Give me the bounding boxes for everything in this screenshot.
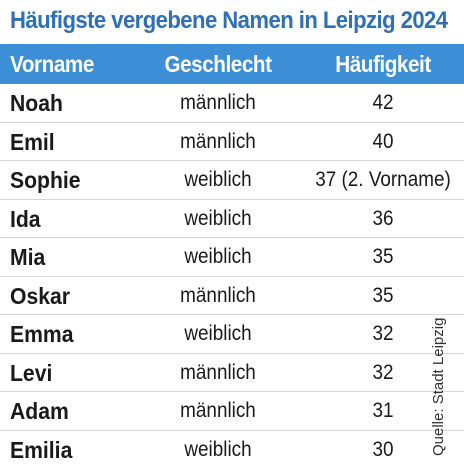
gender-cell: weiblich: [184, 245, 252, 268]
name-cell: Mia: [10, 244, 46, 270]
gender-cell: männlich: [180, 283, 256, 307]
count-cell: 40: [372, 129, 394, 153]
name-cell: Adam: [10, 398, 69, 424]
count-cell: 31: [372, 399, 394, 422]
count-cell: 32: [372, 322, 394, 345]
table-title: Häufigste vergebene Namen in Leipzig 202…: [10, 7, 448, 34]
header-vorname: Vorname: [10, 51, 94, 77]
name-cell: Noah: [10, 90, 63, 116]
gender-cell: männlich: [180, 399, 256, 422]
table-row: Sophie weiblich 37 (2. Vorname): [0, 161, 464, 200]
table-row: Mia weiblich 35: [0, 238, 464, 277]
count-cell: 35: [372, 283, 394, 307]
table-row: Oskar männlich 35: [0, 277, 464, 315]
count-cell: 30: [372, 437, 394, 461]
gender-cell: weiblich: [184, 206, 252, 230]
name-cell: Emil: [10, 128, 55, 155]
header-haeufigkeit: Häufigkeit: [335, 51, 431, 77]
gender-cell: weiblich: [184, 437, 252, 461]
table-row: Levi männlich 32: [0, 354, 464, 392]
header-geschlecht: Geschlecht: [164, 51, 272, 77]
gender-cell: männlich: [180, 360, 256, 384]
table-row: Ida weiblich 36: [0, 200, 464, 238]
name-cell: Emilia: [10, 436, 73, 463]
table-row: Emilia weiblich 30: [0, 431, 464, 470]
name-cell: Sophie: [10, 167, 81, 193]
name-cell: Levi: [10, 359, 53, 386]
count-cell: 36: [372, 206, 394, 230]
gender-cell: männlich: [180, 91, 256, 114]
table-body: Noah männlich 42 Emil männlich 40 Sophie…: [0, 84, 464, 469]
count-cell: 35: [372, 245, 394, 268]
table-row: Noah männlich 42: [0, 84, 464, 123]
table-row: Adam männlich 31: [0, 392, 464, 431]
count-cell: 37 (2. Vorname): [315, 168, 451, 191]
source-note: Quelle: Stadt Leipzig: [430, 317, 447, 456]
gender-cell: weiblich: [184, 322, 252, 345]
table-header: Vorname Geschlecht Häufigkeit: [0, 44, 464, 84]
gender-cell: weiblich: [184, 168, 252, 191]
gender-cell: männlich: [180, 129, 256, 153]
name-cell: Oskar: [10, 282, 71, 309]
name-cell: Emma: [10, 321, 74, 347]
name-cell: Ida: [10, 205, 41, 232]
count-cell: 42: [372, 91, 394, 114]
table-row: Emma weiblich 32: [0, 315, 464, 354]
table-row: Emil männlich 40: [0, 123, 464, 161]
count-cell: 32: [372, 360, 394, 384]
